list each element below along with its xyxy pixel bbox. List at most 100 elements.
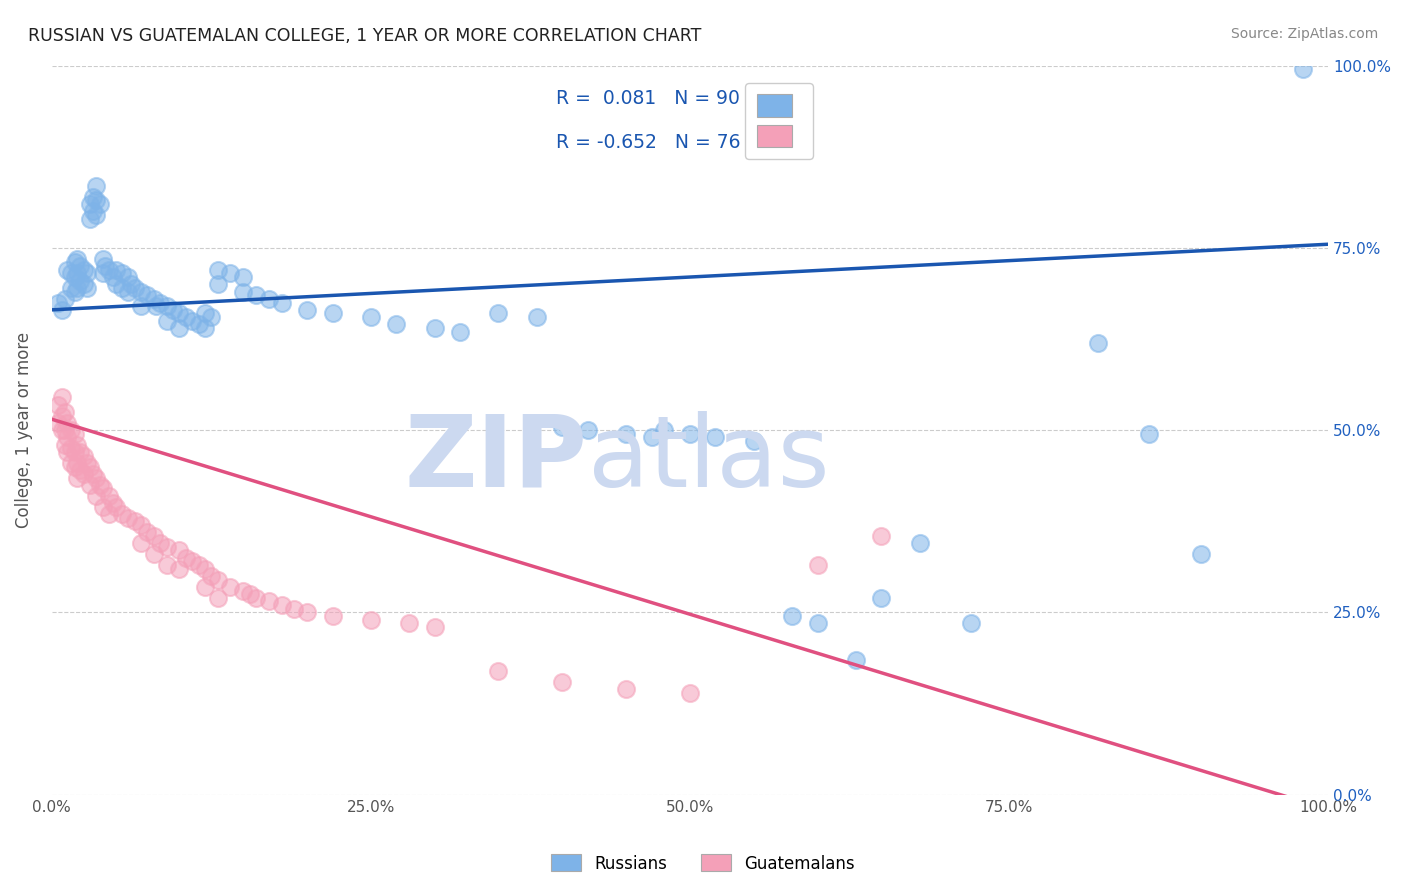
- Point: [91, 482, 114, 496]
- Point: [551, 419, 574, 434]
- Point: [129, 285, 152, 299]
- Point: [156, 540, 179, 554]
- Point: [120, 277, 142, 292]
- Point: [79, 197, 101, 211]
- Point: [89, 478, 111, 492]
- Point: [91, 500, 114, 514]
- Point: [56, 262, 79, 277]
- Point: [86, 208, 108, 222]
- Point: [91, 252, 114, 266]
- Point: [111, 507, 134, 521]
- Point: [1139, 426, 1161, 441]
- Point: [322, 609, 344, 624]
- Point: [86, 470, 108, 484]
- Point: [488, 664, 510, 678]
- Point: [187, 318, 209, 332]
- Point: [63, 445, 86, 459]
- Point: [82, 204, 104, 219]
- Point: [232, 583, 254, 598]
- Point: [73, 277, 96, 292]
- Point: [59, 266, 82, 280]
- Point: [551, 674, 574, 689]
- Point: [73, 262, 96, 277]
- Point: [98, 507, 121, 521]
- Point: [59, 456, 82, 470]
- Point: [86, 194, 108, 208]
- Point: [82, 190, 104, 204]
- Point: [959, 616, 981, 631]
- Point: [239, 587, 262, 601]
- Point: [149, 295, 172, 310]
- Point: [142, 292, 165, 306]
- Point: [124, 514, 146, 528]
- Point: [56, 416, 79, 430]
- Point: [181, 314, 204, 328]
- Point: [576, 423, 599, 437]
- Point: [46, 416, 69, 430]
- Y-axis label: College, 1 year or more: College, 1 year or more: [15, 332, 32, 528]
- Point: [76, 456, 98, 470]
- Point: [53, 423, 76, 437]
- Point: [89, 197, 111, 211]
- Text: R = -0.652   N = 76: R = -0.652 N = 76: [555, 133, 741, 152]
- Point: [149, 536, 172, 550]
- Point: [908, 536, 931, 550]
- Point: [66, 252, 89, 266]
- Point: [66, 266, 89, 280]
- Point: [385, 318, 408, 332]
- Point: [295, 302, 318, 317]
- Point: [86, 489, 108, 503]
- Point: [79, 478, 101, 492]
- Point: [129, 536, 152, 550]
- Point: [101, 270, 124, 285]
- Point: [245, 591, 267, 605]
- Point: [270, 598, 292, 612]
- Point: [295, 606, 318, 620]
- Point: [86, 178, 108, 193]
- Point: [207, 573, 229, 587]
- Point: [101, 496, 124, 510]
- Point: [104, 262, 127, 277]
- Point: [53, 438, 76, 452]
- Point: [257, 292, 280, 306]
- Point: [169, 306, 191, 320]
- Point: [488, 306, 510, 320]
- Point: [322, 306, 344, 320]
- Point: [79, 459, 101, 474]
- Point: [169, 543, 191, 558]
- Point: [704, 430, 727, 444]
- Legend: Russians, Guatemalans: Russians, Guatemalans: [544, 847, 862, 880]
- Point: [79, 211, 101, 226]
- Point: [69, 259, 91, 273]
- Point: [207, 277, 229, 292]
- Point: [1291, 62, 1313, 77]
- Point: [51, 302, 73, 317]
- Point: [169, 562, 191, 576]
- Point: [53, 292, 76, 306]
- Point: [142, 529, 165, 543]
- Point: [219, 580, 242, 594]
- Point: [51, 409, 73, 423]
- Point: [51, 390, 73, 404]
- Point: [56, 445, 79, 459]
- Point: [780, 609, 803, 624]
- Point: [142, 547, 165, 561]
- Point: [207, 591, 229, 605]
- Point: [66, 456, 89, 470]
- Point: [219, 266, 242, 280]
- Point: [654, 423, 676, 437]
- Point: [51, 423, 73, 437]
- Text: R =  0.081   N = 90: R = 0.081 N = 90: [555, 89, 740, 108]
- Point: [59, 423, 82, 437]
- Point: [1189, 547, 1212, 561]
- Point: [46, 398, 69, 412]
- Point: [194, 562, 217, 576]
- Point: [73, 467, 96, 481]
- Point: [156, 299, 179, 313]
- Point: [270, 295, 292, 310]
- Point: [187, 558, 209, 572]
- Point: [69, 463, 91, 477]
- Point: [98, 262, 121, 277]
- Point: [117, 285, 139, 299]
- Point: [63, 255, 86, 269]
